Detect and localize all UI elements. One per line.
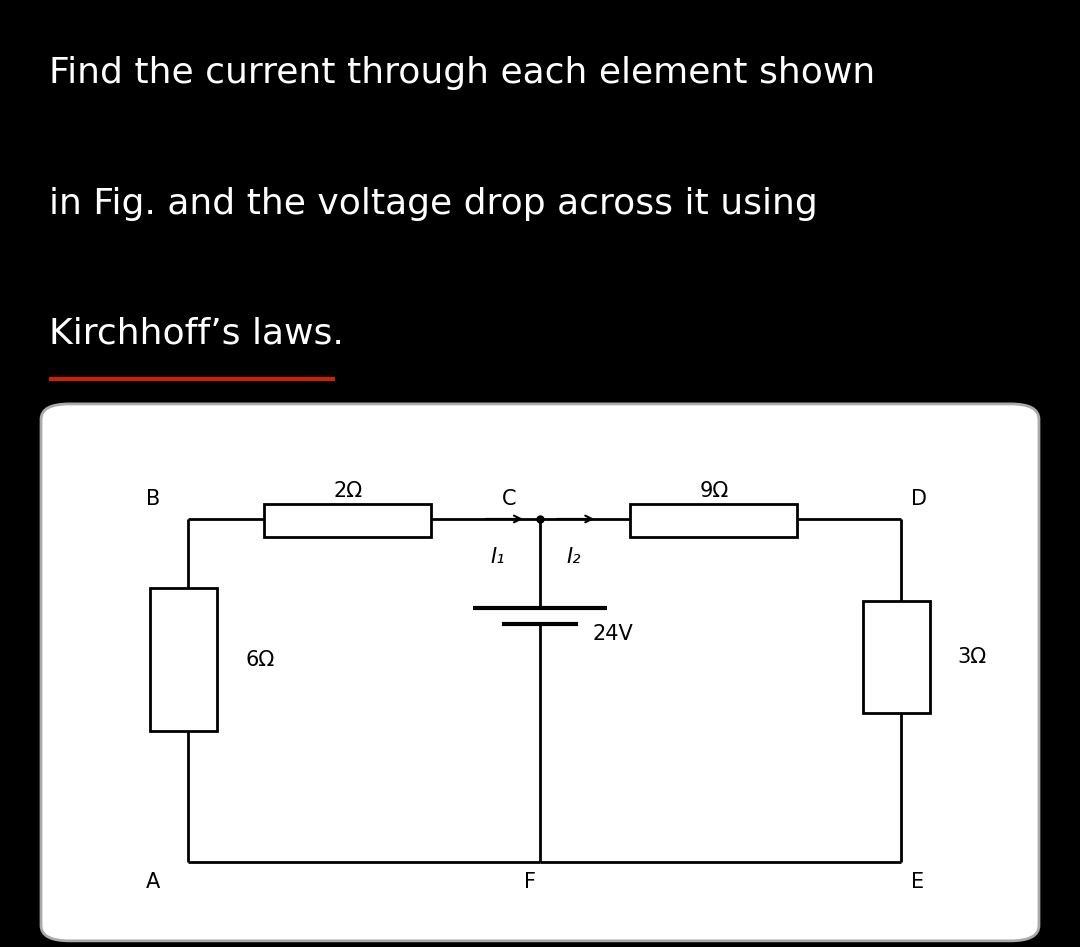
Text: in Fig. and the voltage drop across it using: in Fig. and the voltage drop across it u… — [49, 187, 818, 221]
Text: 2Ω: 2Ω — [334, 481, 363, 501]
Text: 6Ω: 6Ω — [245, 650, 274, 670]
Text: 9Ω: 9Ω — [699, 481, 729, 501]
Bar — [150, 588, 217, 731]
Text: F: F — [525, 872, 537, 892]
Text: A: A — [146, 872, 160, 892]
Text: Find the current through each element shown: Find the current through each element sh… — [49, 56, 875, 90]
Bar — [631, 504, 797, 537]
Text: Kirchhoff’s laws.: Kirchhoff’s laws. — [49, 317, 343, 351]
Text: D: D — [910, 489, 927, 509]
Text: I₁: I₁ — [490, 547, 504, 567]
Bar — [265, 504, 431, 537]
Text: 3Ω: 3Ω — [958, 647, 987, 667]
Text: C: C — [502, 489, 516, 509]
Text: 24V: 24V — [592, 624, 633, 644]
FancyBboxPatch shape — [41, 403, 1039, 941]
Bar — [863, 600, 930, 713]
Text: B: B — [146, 489, 160, 509]
Text: I₂: I₂ — [566, 547, 581, 567]
Text: E: E — [910, 872, 923, 892]
